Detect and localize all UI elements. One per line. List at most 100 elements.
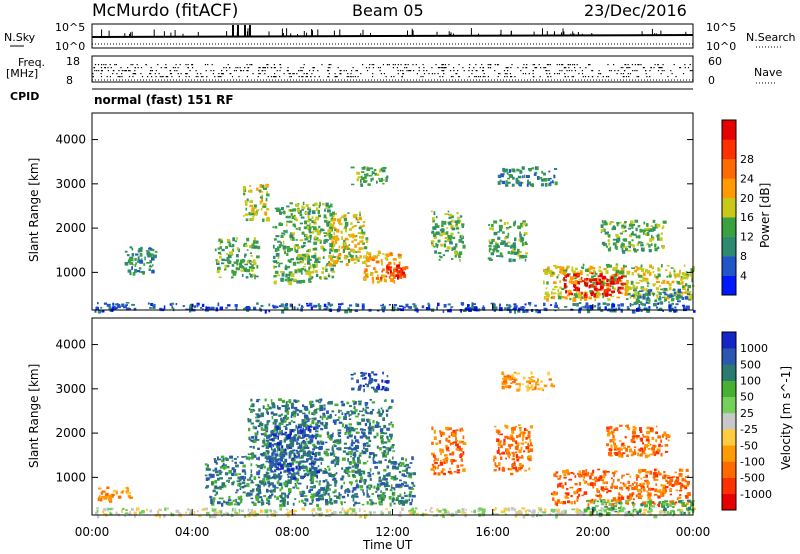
heatmap-cell xyxy=(621,276,624,280)
heatmap-cell xyxy=(573,277,577,280)
heatmap-cell xyxy=(267,403,270,408)
heatmap-cell xyxy=(351,441,356,444)
heatmap-cell xyxy=(619,232,623,235)
heatmap-cell xyxy=(381,497,383,502)
freq-point xyxy=(309,70,311,72)
heatmap-cell xyxy=(582,512,586,516)
heatmap-cell xyxy=(412,512,415,515)
heatmap-cell xyxy=(677,273,681,278)
heatmap-cell xyxy=(507,507,510,512)
freq-point xyxy=(145,64,147,66)
heatmap-cell xyxy=(300,493,304,497)
heatmap-cell xyxy=(290,429,294,433)
heatmap-cell xyxy=(594,285,597,290)
heatmap-cell xyxy=(96,507,99,510)
heatmap-cell xyxy=(277,480,280,482)
heatmap-cell xyxy=(376,432,379,437)
heatmap-cell xyxy=(205,485,210,488)
heatmap-cell xyxy=(288,220,293,223)
freq-point xyxy=(440,67,442,69)
heatmap-cell xyxy=(97,302,99,305)
heatmap-cell xyxy=(441,468,446,471)
heatmap-cell xyxy=(149,307,152,309)
heatmap-cell xyxy=(439,229,442,231)
heatmap-cell xyxy=(189,309,192,313)
heatmap-cell xyxy=(351,495,355,498)
heatmap-cell xyxy=(356,221,360,223)
heatmap-cell xyxy=(612,226,616,230)
heatmap-cell xyxy=(242,186,246,190)
heatmap-cell xyxy=(566,294,570,297)
freq-point xyxy=(119,76,121,78)
heatmap-cell xyxy=(457,445,461,450)
heatmap-cell xyxy=(364,404,368,407)
heatmap-cell xyxy=(333,495,337,497)
heatmap-cell xyxy=(437,464,440,467)
heatmap-cell xyxy=(276,274,280,277)
heatmap-cell xyxy=(640,244,644,247)
heatmap-cell xyxy=(276,261,280,264)
heatmap-cell xyxy=(355,479,358,482)
heatmap-cell xyxy=(325,441,328,444)
heatmap-cell xyxy=(103,513,107,516)
heatmap-cell xyxy=(611,290,615,293)
heatmap-cell xyxy=(252,488,255,492)
heatmap-cell xyxy=(566,265,569,270)
freq-point xyxy=(207,64,209,66)
heatmap-cell xyxy=(608,293,612,296)
heatmap-cell xyxy=(125,302,130,304)
heatmap-cell xyxy=(376,412,381,414)
heatmap-cell xyxy=(395,497,399,501)
heatmap-cell xyxy=(606,245,609,248)
heatmap-cell xyxy=(312,255,316,259)
heatmap-cell xyxy=(600,286,604,290)
heatmap-cell xyxy=(281,405,286,407)
heatmap-cell xyxy=(407,306,410,309)
heatmap-cell xyxy=(635,227,638,232)
heatmap-cell xyxy=(96,306,98,310)
heatmap-cell xyxy=(278,422,283,425)
heatmap-cell xyxy=(277,407,281,410)
freq-point xyxy=(96,70,98,72)
heatmap-cell xyxy=(279,503,283,508)
nave-tick-high: 60 xyxy=(708,55,722,68)
freq-point xyxy=(179,64,181,66)
heatmap-cell xyxy=(314,430,319,433)
heatmap-cell xyxy=(630,232,634,236)
heatmap-cell xyxy=(289,439,292,442)
nsearch-label: N.Search xyxy=(746,31,796,44)
heatmap-cell xyxy=(334,489,337,493)
heatmap-cell xyxy=(448,512,451,515)
heatmap-cell xyxy=(213,508,217,512)
heatmap-cell xyxy=(121,303,125,308)
heatmap-cell xyxy=(219,253,223,256)
heatmap-cell xyxy=(616,512,620,514)
freq-point xyxy=(262,67,264,69)
heatmap-cell xyxy=(363,277,367,280)
heatmap-cell xyxy=(399,270,403,274)
velocity-heatmap xyxy=(94,371,697,519)
heatmap-cell xyxy=(556,276,559,279)
heatmap-cell xyxy=(624,292,628,296)
heatmap-cell xyxy=(631,239,634,242)
heatmap-cell xyxy=(212,489,216,493)
heatmap-cell xyxy=(415,307,419,311)
heatmap-cell xyxy=(592,282,596,284)
heatmap-cell xyxy=(312,448,316,451)
colorbar-tick-label: 24 xyxy=(740,172,754,185)
heatmap-cell xyxy=(137,260,140,263)
heatmap-cell xyxy=(395,498,399,502)
heatmap-cell xyxy=(245,218,249,222)
heatmap-cell xyxy=(356,502,361,504)
freq-point xyxy=(438,67,441,69)
heatmap-cell xyxy=(257,491,262,495)
freq-point xyxy=(487,67,489,69)
heatmap-cell xyxy=(149,260,152,264)
heatmap-cell xyxy=(228,243,232,247)
freq-point xyxy=(471,70,473,72)
heatmap-cell xyxy=(246,260,250,264)
heatmap-cell xyxy=(330,217,334,221)
heatmap-cell xyxy=(366,442,369,444)
heatmap-cell xyxy=(642,272,646,276)
heatmap-cell xyxy=(311,270,315,274)
